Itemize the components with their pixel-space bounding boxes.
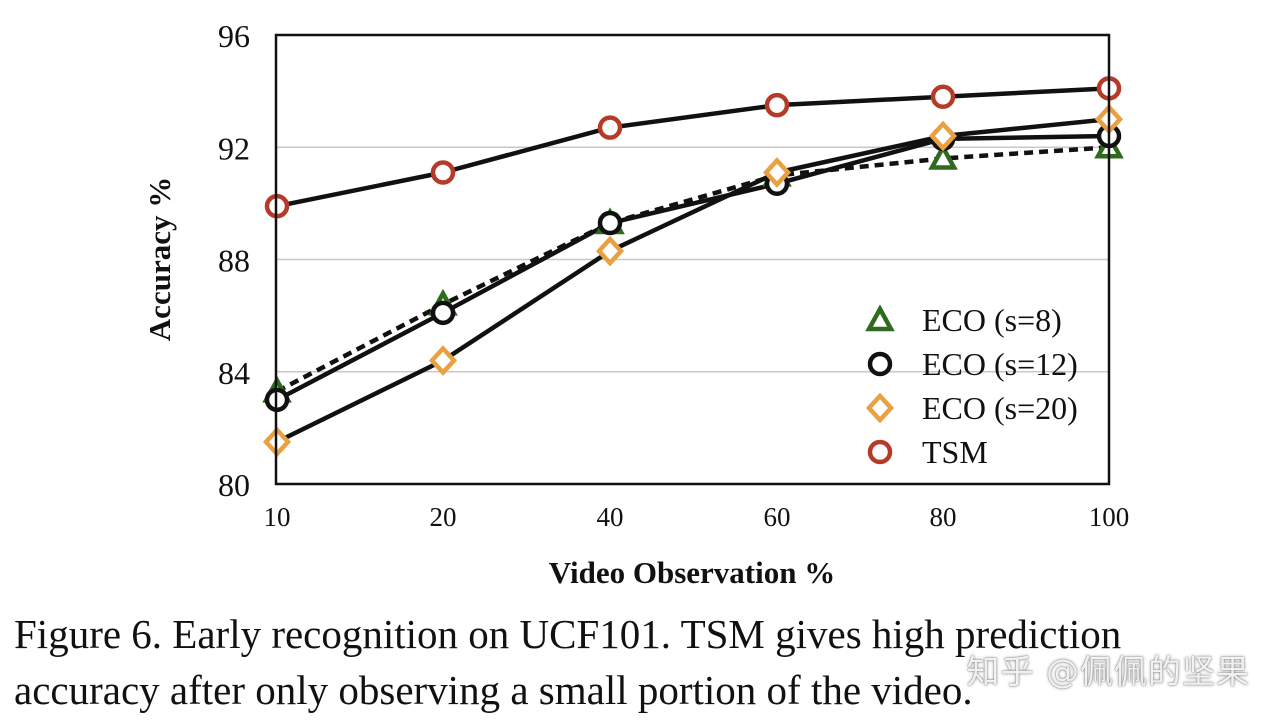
marker-eco-s-12 <box>597 210 623 236</box>
series-line-eco-s-12 <box>275 133 1110 402</box>
x-tick-label: 80 <box>930 502 957 532</box>
x-tick-labels: 10 20 40 60 80 100 <box>264 502 1130 532</box>
y-axis-label: Accuracy % <box>142 177 177 341</box>
y-tick-label: 88 <box>218 243 250 279</box>
legend-marker-tsm <box>867 439 893 465</box>
legend-marker-eco-s-20 <box>865 392 895 424</box>
marker-eco-s-20 <box>928 120 958 152</box>
x-tick-label: 100 <box>1089 502 1130 532</box>
legend-label-tsm: TSM <box>922 434 988 470</box>
x-tick-label: 40 <box>597 502 624 532</box>
legend-marker-eco-s-12 <box>867 351 893 377</box>
legend-label-eco-s-12: ECO (s=12) <box>922 346 1078 382</box>
y-tick-labels: 80 84 88 92 96 <box>218 18 250 503</box>
y-tick-label: 92 <box>218 130 250 166</box>
y-tick-label: 84 <box>218 355 250 391</box>
series-lines <box>275 86 1110 444</box>
x-tick-label: 10 <box>264 502 291 532</box>
marker-tsm <box>930 84 956 109</box>
y-tick-label: 96 <box>218 18 250 54</box>
grid-lines <box>276 146 1109 373</box>
legend-label-eco-s-8: ECO (s=8) <box>922 302 1062 338</box>
marker-eco-s-20 <box>762 157 792 188</box>
y-tick-label: 80 <box>218 467 250 503</box>
legend: ECO (s=8) ECO (s=12) ECO (s=20) TSM <box>865 302 1078 470</box>
legend-marker-eco-s-8 <box>865 304 895 332</box>
marker-tsm <box>764 92 790 118</box>
series-line-eco-s-20 <box>276 116 1110 444</box>
plot-frame <box>274 33 1111 486</box>
marker-tsm <box>597 115 623 140</box>
marker-eco-s-20 <box>428 345 458 376</box>
series-line-tsm <box>276 86 1110 209</box>
accuracy-chart: 80 84 88 92 96 10 20 40 60 80 100 Video Observati… <box>142 18 1130 590</box>
x-axis-label: Video Observation % <box>549 555 835 590</box>
x-tick-label: 20 <box>430 502 457 532</box>
figure-caption: Figure 6. Early recognition on UCF101. T… <box>14 611 1122 713</box>
legend-label-eco-s-20: ECO (s=20) <box>922 390 1078 426</box>
series-line-eco-s-8 <box>275 145 1110 394</box>
watermark: 知乎 @佩佩的坚果 <box>966 652 1250 691</box>
marker-eco-s-20 <box>595 235 625 267</box>
marker-eco-s-12 <box>430 300 456 326</box>
marker-eco-s-8 <box>928 142 958 170</box>
x-tick-label: 60 <box>764 502 791 532</box>
marker-tsm <box>430 160 456 185</box>
